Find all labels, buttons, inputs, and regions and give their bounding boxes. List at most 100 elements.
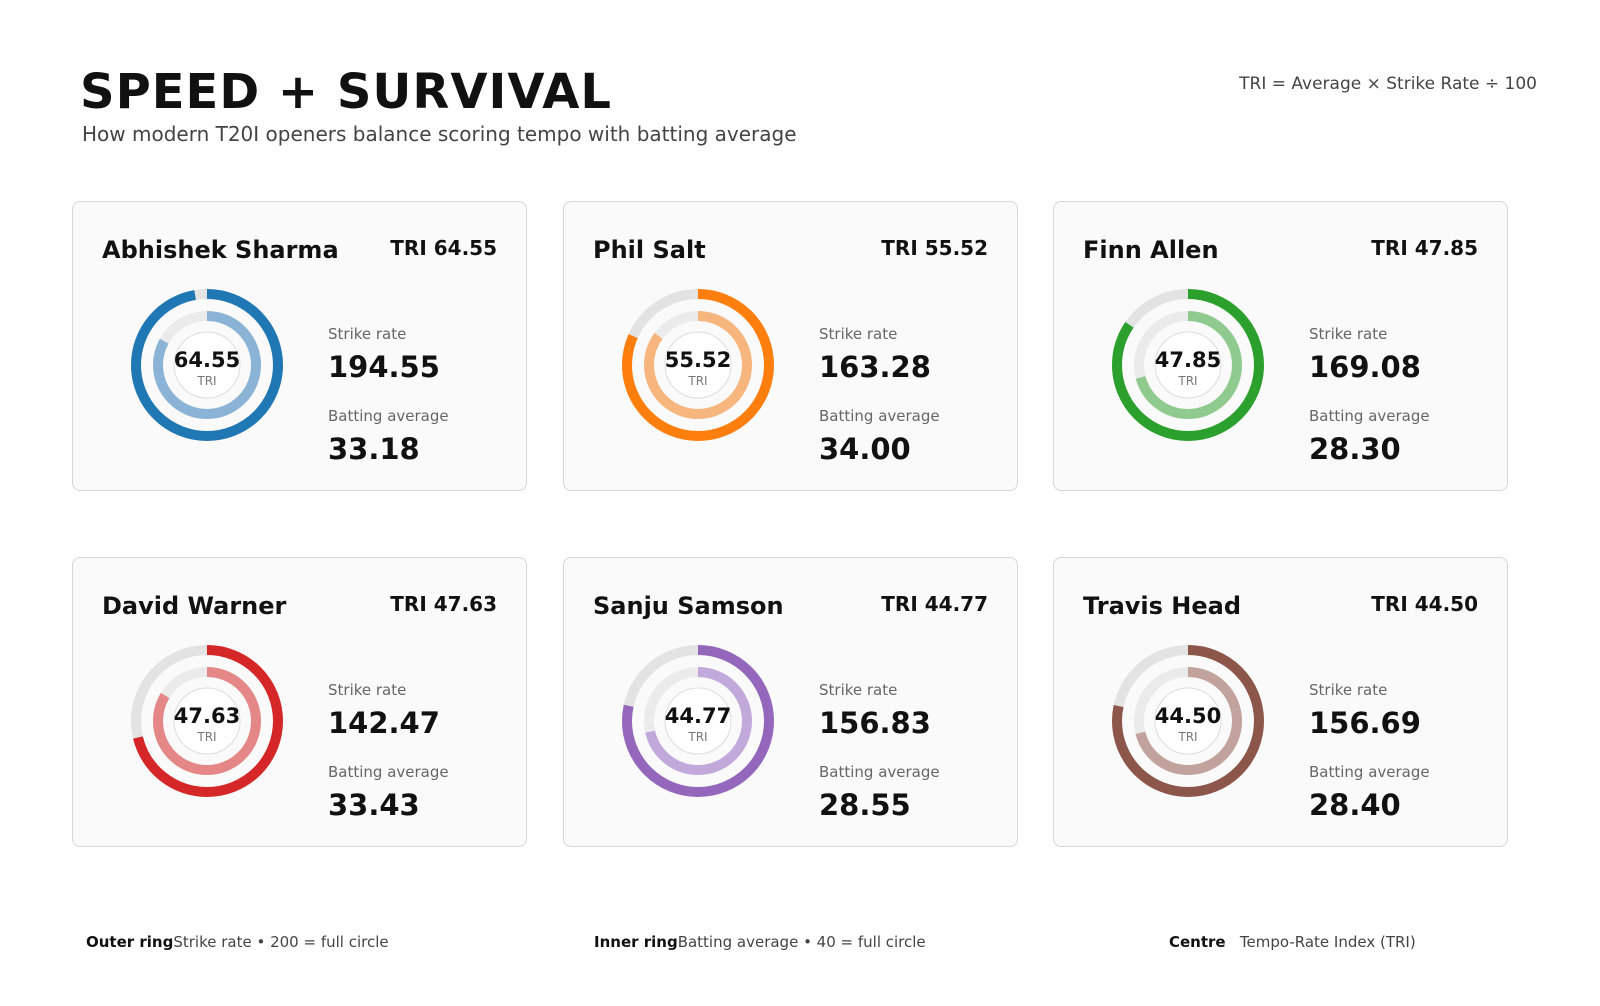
legend-key: Outer ring (86, 933, 174, 951)
centre-tri-label: TRI (687, 730, 707, 744)
inner-ring-average (644, 311, 752, 419)
batting-average-label: Batting average (1309, 763, 1430, 781)
tri-badge-value: 55.52 (924, 236, 988, 260)
inner-ring-average (1134, 311, 1242, 419)
donut-chart: 47.85 TRI (1112, 289, 1264, 441)
player-card: Travis Head TRI 44.50 44.50 TRI Strike rate 1… (1053, 557, 1508, 847)
tri-badge-value: 47.63 (433, 592, 497, 616)
tri-badge-label: TRI (390, 592, 427, 616)
player-card: Abhishek Sharma TRI 64.55 64.55 TRI Strike r… (72, 201, 527, 491)
tri-badge: TRI 64.55 (390, 236, 497, 260)
centre-tri-label: TRI (1177, 730, 1197, 744)
batting-average-value: 28.40 (1309, 788, 1401, 822)
batting-average-value: 33.18 (328, 432, 420, 466)
tri-badge-label: TRI (390, 236, 427, 260)
tri-badge: TRI 44.50 (1371, 592, 1478, 616)
donut-chart: 55.52 TRI (622, 289, 774, 441)
centre-tri-value: 47.85 (1155, 348, 1221, 372)
centre-tri-value: 64.55 (174, 348, 240, 372)
donut-centre (664, 331, 732, 399)
legend-desc: Batting average • 40 = full circle (677, 933, 926, 951)
strike-rate-label: Strike rate (328, 325, 407, 343)
player-name: Finn Allen (1083, 236, 1219, 264)
centre-tri-value: 55.52 (665, 348, 731, 372)
outer-ring-strike-rate (131, 645, 283, 797)
tri-badge: TRI 47.85 (1371, 236, 1478, 260)
batting-average-value: 33.43 (328, 788, 420, 822)
legend-outer-ring: Outer ringStrike rate • 200 = full circl… (86, 933, 389, 951)
batting-average-label: Batting average (819, 407, 940, 425)
tri-badge-value: 44.77 (924, 592, 988, 616)
strike-rate-value: 169.08 (1309, 350, 1421, 384)
legend-desc: Tempo-Rate Index (TRI) (1239, 933, 1416, 951)
tri-badge-label: TRI (881, 592, 918, 616)
player-card: Sanju Samson TRI 44.77 44.77 TRI Strike rate… (563, 557, 1018, 847)
centre-tri-label: TRI (1177, 374, 1197, 388)
tri-badge-label: TRI (1371, 236, 1408, 260)
strike-rate-label: Strike rate (328, 681, 407, 699)
batting-average-label: Batting average (819, 763, 940, 781)
outer-ring-strike-rate (131, 289, 283, 441)
inner-ring-average (153, 311, 261, 419)
tri-badge: TRI 47.63 (390, 592, 497, 616)
player-name: David Warner (102, 592, 287, 620)
batting-average-label: Batting average (1309, 407, 1430, 425)
player-name: Travis Head (1083, 592, 1242, 620)
player-name: Abhishek Sharma (102, 236, 339, 264)
strike-rate-value: 142.47 (328, 706, 440, 740)
donut-centre (173, 687, 241, 755)
strike-rate-label: Strike rate (1309, 681, 1388, 699)
player-card-grid: Abhishek Sharma TRI 64.55 64.55 TRI Strike r… (72, 201, 1512, 847)
strike-rate-value: 194.55 (328, 350, 440, 384)
centre-tri-label: TRI (196, 374, 216, 388)
donut-chart: 44.50 TRI (1112, 645, 1264, 797)
player-card: David Warner TRI 47.63 47.63 TRI Strike rate… (72, 557, 527, 847)
donut-centre (173, 331, 241, 399)
donut-chart: 44.77 TRI (622, 645, 774, 797)
strike-rate-value: 163.28 (819, 350, 931, 384)
page-title: SPEED + SURVIVAL (80, 64, 612, 120)
donut-centre (1154, 687, 1222, 755)
centre-tri-value: 44.77 (665, 704, 731, 728)
strike-rate-label: Strike rate (819, 681, 898, 699)
inner-ring-average (1134, 667, 1242, 775)
page-subtitle: How modern T20I openers balance scoring … (82, 122, 797, 146)
legend-key: Centre (1169, 933, 1226, 951)
legend-centre: Centre Tempo-Rate Index (TRI) (1169, 933, 1416, 951)
inner-ring-average (153, 667, 261, 775)
strike-rate-value: 156.83 (819, 706, 931, 740)
tri-badge-value: 44.50 (1414, 592, 1478, 616)
outer-ring-strike-rate (622, 289, 774, 441)
strike-rate-label: Strike rate (819, 325, 898, 343)
tri-badge-value: 64.55 (433, 236, 497, 260)
tri-badge-value: 47.85 (1414, 236, 1478, 260)
tri-formula: TRI = Average × Strike Rate ÷ 100 (1239, 74, 1537, 94)
legend-desc: Strike rate • 200 = full circle (173, 933, 389, 951)
batting-average-label: Batting average (328, 763, 449, 781)
player-name: Phil Salt (593, 236, 706, 264)
player-name: Sanju Samson (593, 592, 784, 620)
centre-tri-label: TRI (687, 374, 707, 388)
batting-average-label: Batting average (328, 407, 449, 425)
donut-chart: 47.63 TRI (131, 645, 283, 797)
strike-rate-value: 156.69 (1309, 706, 1421, 740)
inner-ring-average (644, 667, 752, 775)
centre-tri-label: TRI (196, 730, 216, 744)
tri-badge-label: TRI (1371, 592, 1408, 616)
centre-tri-value: 44.50 (1155, 704, 1221, 728)
donut-centre (664, 687, 732, 755)
outer-ring-strike-rate (1112, 645, 1264, 797)
tri-badge-label: TRI (881, 236, 918, 260)
strike-rate-label: Strike rate (1309, 325, 1388, 343)
player-card: Phil Salt TRI 55.52 55.52 TRI Strike rate 163… (563, 201, 1018, 491)
centre-tri-value: 47.63 (174, 704, 240, 728)
donut-centre (1154, 331, 1222, 399)
legend-key: Inner ring (594, 933, 678, 951)
player-card: Finn Allen TRI 47.85 47.85 TRI Strike rate 16… (1053, 201, 1508, 491)
outer-ring-strike-rate (1112, 289, 1264, 441)
outer-ring-strike-rate (622, 645, 774, 797)
tri-badge: TRI 55.52 (881, 236, 988, 260)
batting-average-value: 28.30 (1309, 432, 1401, 466)
batting-average-value: 28.55 (819, 788, 911, 822)
legend-inner-ring: Inner ringBatting average • 40 = full ci… (594, 933, 926, 951)
